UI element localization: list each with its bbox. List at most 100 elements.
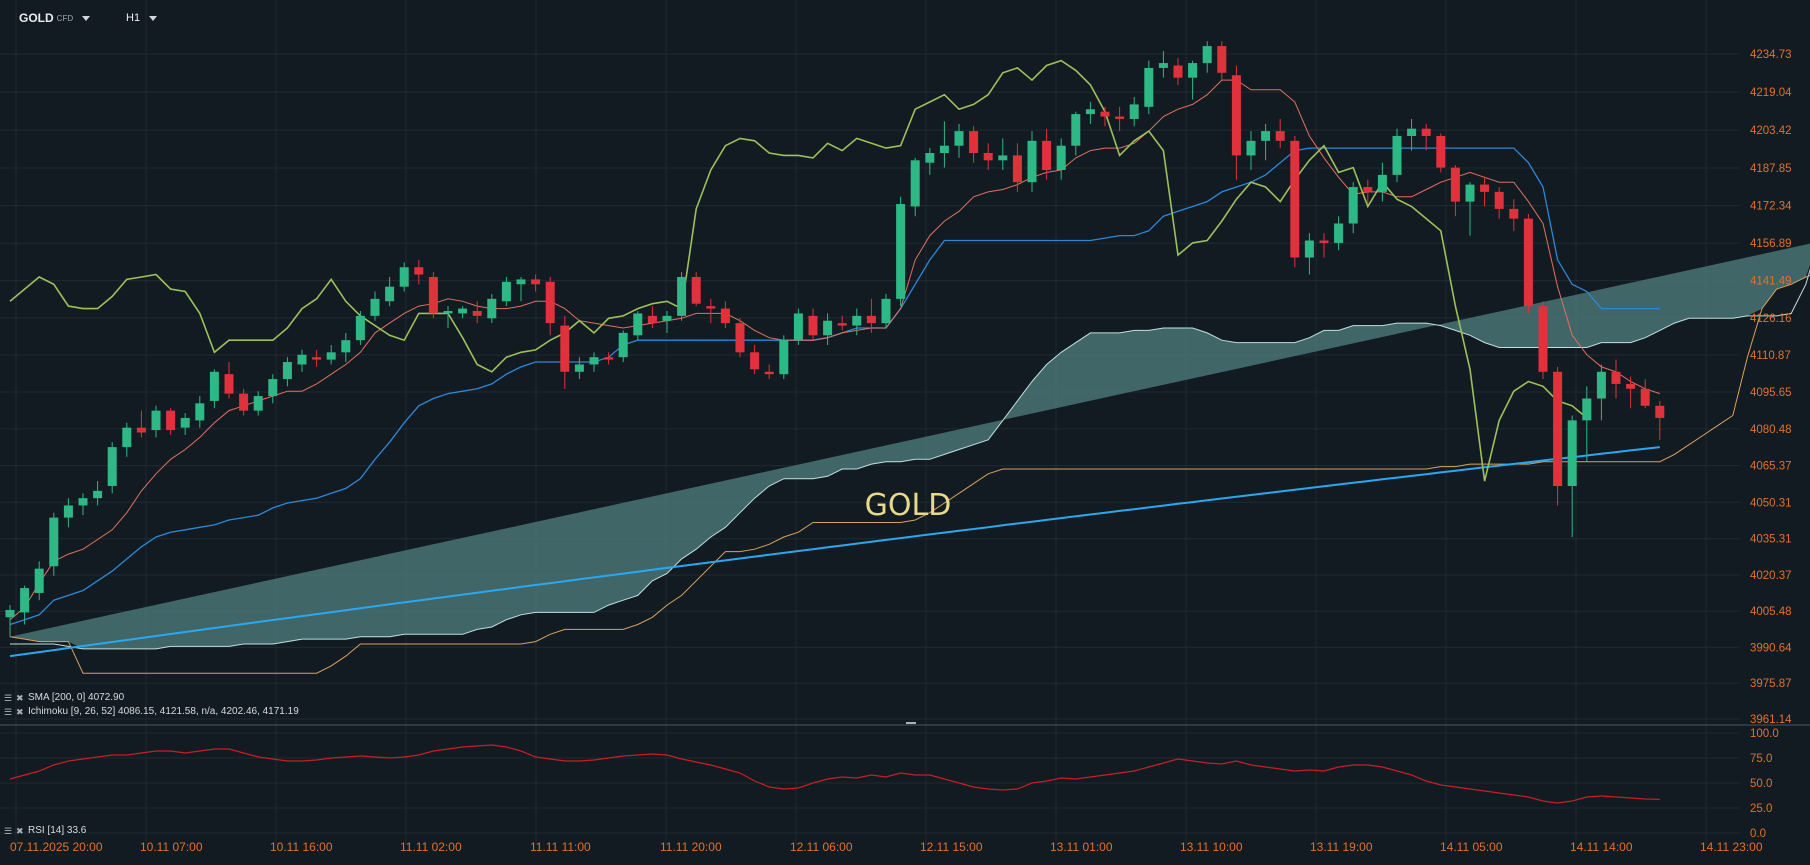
price-axis-label: 4234.73 xyxy=(1750,49,1792,61)
candle-body xyxy=(1085,109,1095,115)
candle-body xyxy=(1202,46,1212,64)
price-axis-label: 4203.42 xyxy=(1750,125,1792,137)
price-axis-label: 4141.49 xyxy=(1750,276,1792,288)
candle-body xyxy=(1056,145,1066,171)
price-axis-label: 3961.14 xyxy=(1750,714,1792,726)
settings-icon[interactable]: ☰ xyxy=(4,706,13,717)
price-axis-label: 4110.87 xyxy=(1750,350,1791,362)
candle-body xyxy=(1319,240,1329,243)
candle-body xyxy=(1509,208,1519,219)
time-axis-label: 11.11 11:00 xyxy=(530,840,591,854)
candle-body xyxy=(166,410,176,431)
price-axis-label: 4187.85 xyxy=(1750,163,1792,175)
candle-body xyxy=(20,588,30,613)
candle-body xyxy=(1421,128,1431,136)
rsi-axis-label: 75.0 xyxy=(1750,753,1772,765)
candle-body xyxy=(764,371,774,375)
candle-body xyxy=(1553,371,1563,486)
candle-body xyxy=(662,315,672,321)
price-axis-label: 4065.37 xyxy=(1750,461,1792,473)
candle-body xyxy=(560,325,570,372)
time-axis-label: 14.11 14:00 xyxy=(1570,840,1633,854)
candle-body xyxy=(1115,116,1125,119)
candle-body xyxy=(1275,131,1285,141)
price-axis-label: 4095.65 xyxy=(1750,387,1792,399)
price-axis-label: 3990.64 xyxy=(1750,642,1792,654)
timeframe-selector[interactable]: H1 xyxy=(126,8,158,28)
candle-body xyxy=(414,267,424,275)
symbol-selector[interactable]: GOLD CFD xyxy=(19,8,91,28)
price-axis-label: 4172.34 xyxy=(1750,201,1792,213)
candle-body xyxy=(1465,184,1475,202)
candle-body xyxy=(428,276,438,314)
time-axis-label: 11.11 02:00 xyxy=(400,840,462,854)
candle-body xyxy=(49,517,59,567)
legend-ichimoku[interactable]: ☰ ✖ Ichimoku [9, 26, 52] 4086.15, 4121.5… xyxy=(4,706,299,717)
candle-body xyxy=(136,427,146,433)
candle-body xyxy=(1144,67,1154,107)
candle-body xyxy=(545,281,555,324)
candle-body xyxy=(1334,223,1344,243)
candle-body xyxy=(268,379,278,397)
legend-rsi[interactable]: ☰ ✖ RSI [14] 33.6 xyxy=(4,825,86,836)
settings-icon[interactable]: ☰ xyxy=(4,825,13,836)
settings-icon[interactable]: ☰ xyxy=(4,692,13,703)
close-icon[interactable]: ✖ xyxy=(16,692,24,703)
candle-body xyxy=(516,279,526,285)
candle-body xyxy=(282,362,292,380)
candle-body xyxy=(253,396,263,411)
candle-body xyxy=(1640,388,1650,406)
candle-body xyxy=(501,281,511,302)
candle-body xyxy=(1217,46,1227,73)
candle-body xyxy=(1582,398,1592,421)
candle-body xyxy=(1626,383,1636,389)
price-axis-label: 4050.31 xyxy=(1750,497,1792,509)
candle-body xyxy=(151,410,161,431)
legend-sma[interactable]: ☰ ✖ SMA [200, 0] 4072.90 xyxy=(4,692,124,703)
close-icon[interactable]: ✖ xyxy=(16,706,24,717)
symbol-type: CFD xyxy=(56,13,74,23)
candle-body xyxy=(910,160,920,207)
pane-resize-handle xyxy=(906,722,916,724)
rsi-axis-label: 100.0 xyxy=(1750,728,1779,740)
candle-body xyxy=(1567,420,1577,486)
candle-body xyxy=(1173,65,1183,78)
time-axis-label: 12.11 15:00 xyxy=(920,840,983,854)
candle-body xyxy=(93,490,103,499)
candle-body xyxy=(1231,75,1241,156)
price-axis-label: 4219.04 xyxy=(1750,87,1792,99)
time-axis-label: 12.11 06:00 xyxy=(790,840,853,854)
candle-body xyxy=(779,340,789,375)
close-icon[interactable]: ✖ xyxy=(16,825,24,836)
candle-body xyxy=(180,417,190,428)
time-axis-label: 07.11.2025 20:00 xyxy=(10,840,103,854)
candle-body xyxy=(881,298,891,324)
candle-body xyxy=(939,145,949,154)
candle-body xyxy=(531,279,541,285)
candle-body xyxy=(604,357,614,360)
candle-body xyxy=(1523,218,1533,307)
candle-body xyxy=(706,306,716,309)
candle-body xyxy=(983,153,993,161)
candle-body xyxy=(326,352,336,360)
candle-body xyxy=(195,403,205,421)
candle-body xyxy=(633,313,643,336)
candle-body xyxy=(1027,140,1037,183)
candle-body xyxy=(647,315,657,324)
candle-body xyxy=(954,131,964,146)
candle-body xyxy=(385,286,395,302)
candle-body xyxy=(399,267,409,287)
timeframe-label: H1 xyxy=(126,12,141,24)
candle-body xyxy=(472,310,482,316)
candle-body xyxy=(691,276,701,304)
candle-body xyxy=(1436,135,1446,168)
candle-body xyxy=(1261,131,1271,141)
candle-body xyxy=(312,357,322,360)
candle-body xyxy=(1538,306,1548,372)
rsi-axis-label: 25.0 xyxy=(1750,803,1772,815)
candle-body xyxy=(735,323,745,353)
candle-body xyxy=(574,364,584,372)
time-axis-label: 10.11 07:00 xyxy=(140,840,203,854)
candle-body xyxy=(1392,135,1402,175)
